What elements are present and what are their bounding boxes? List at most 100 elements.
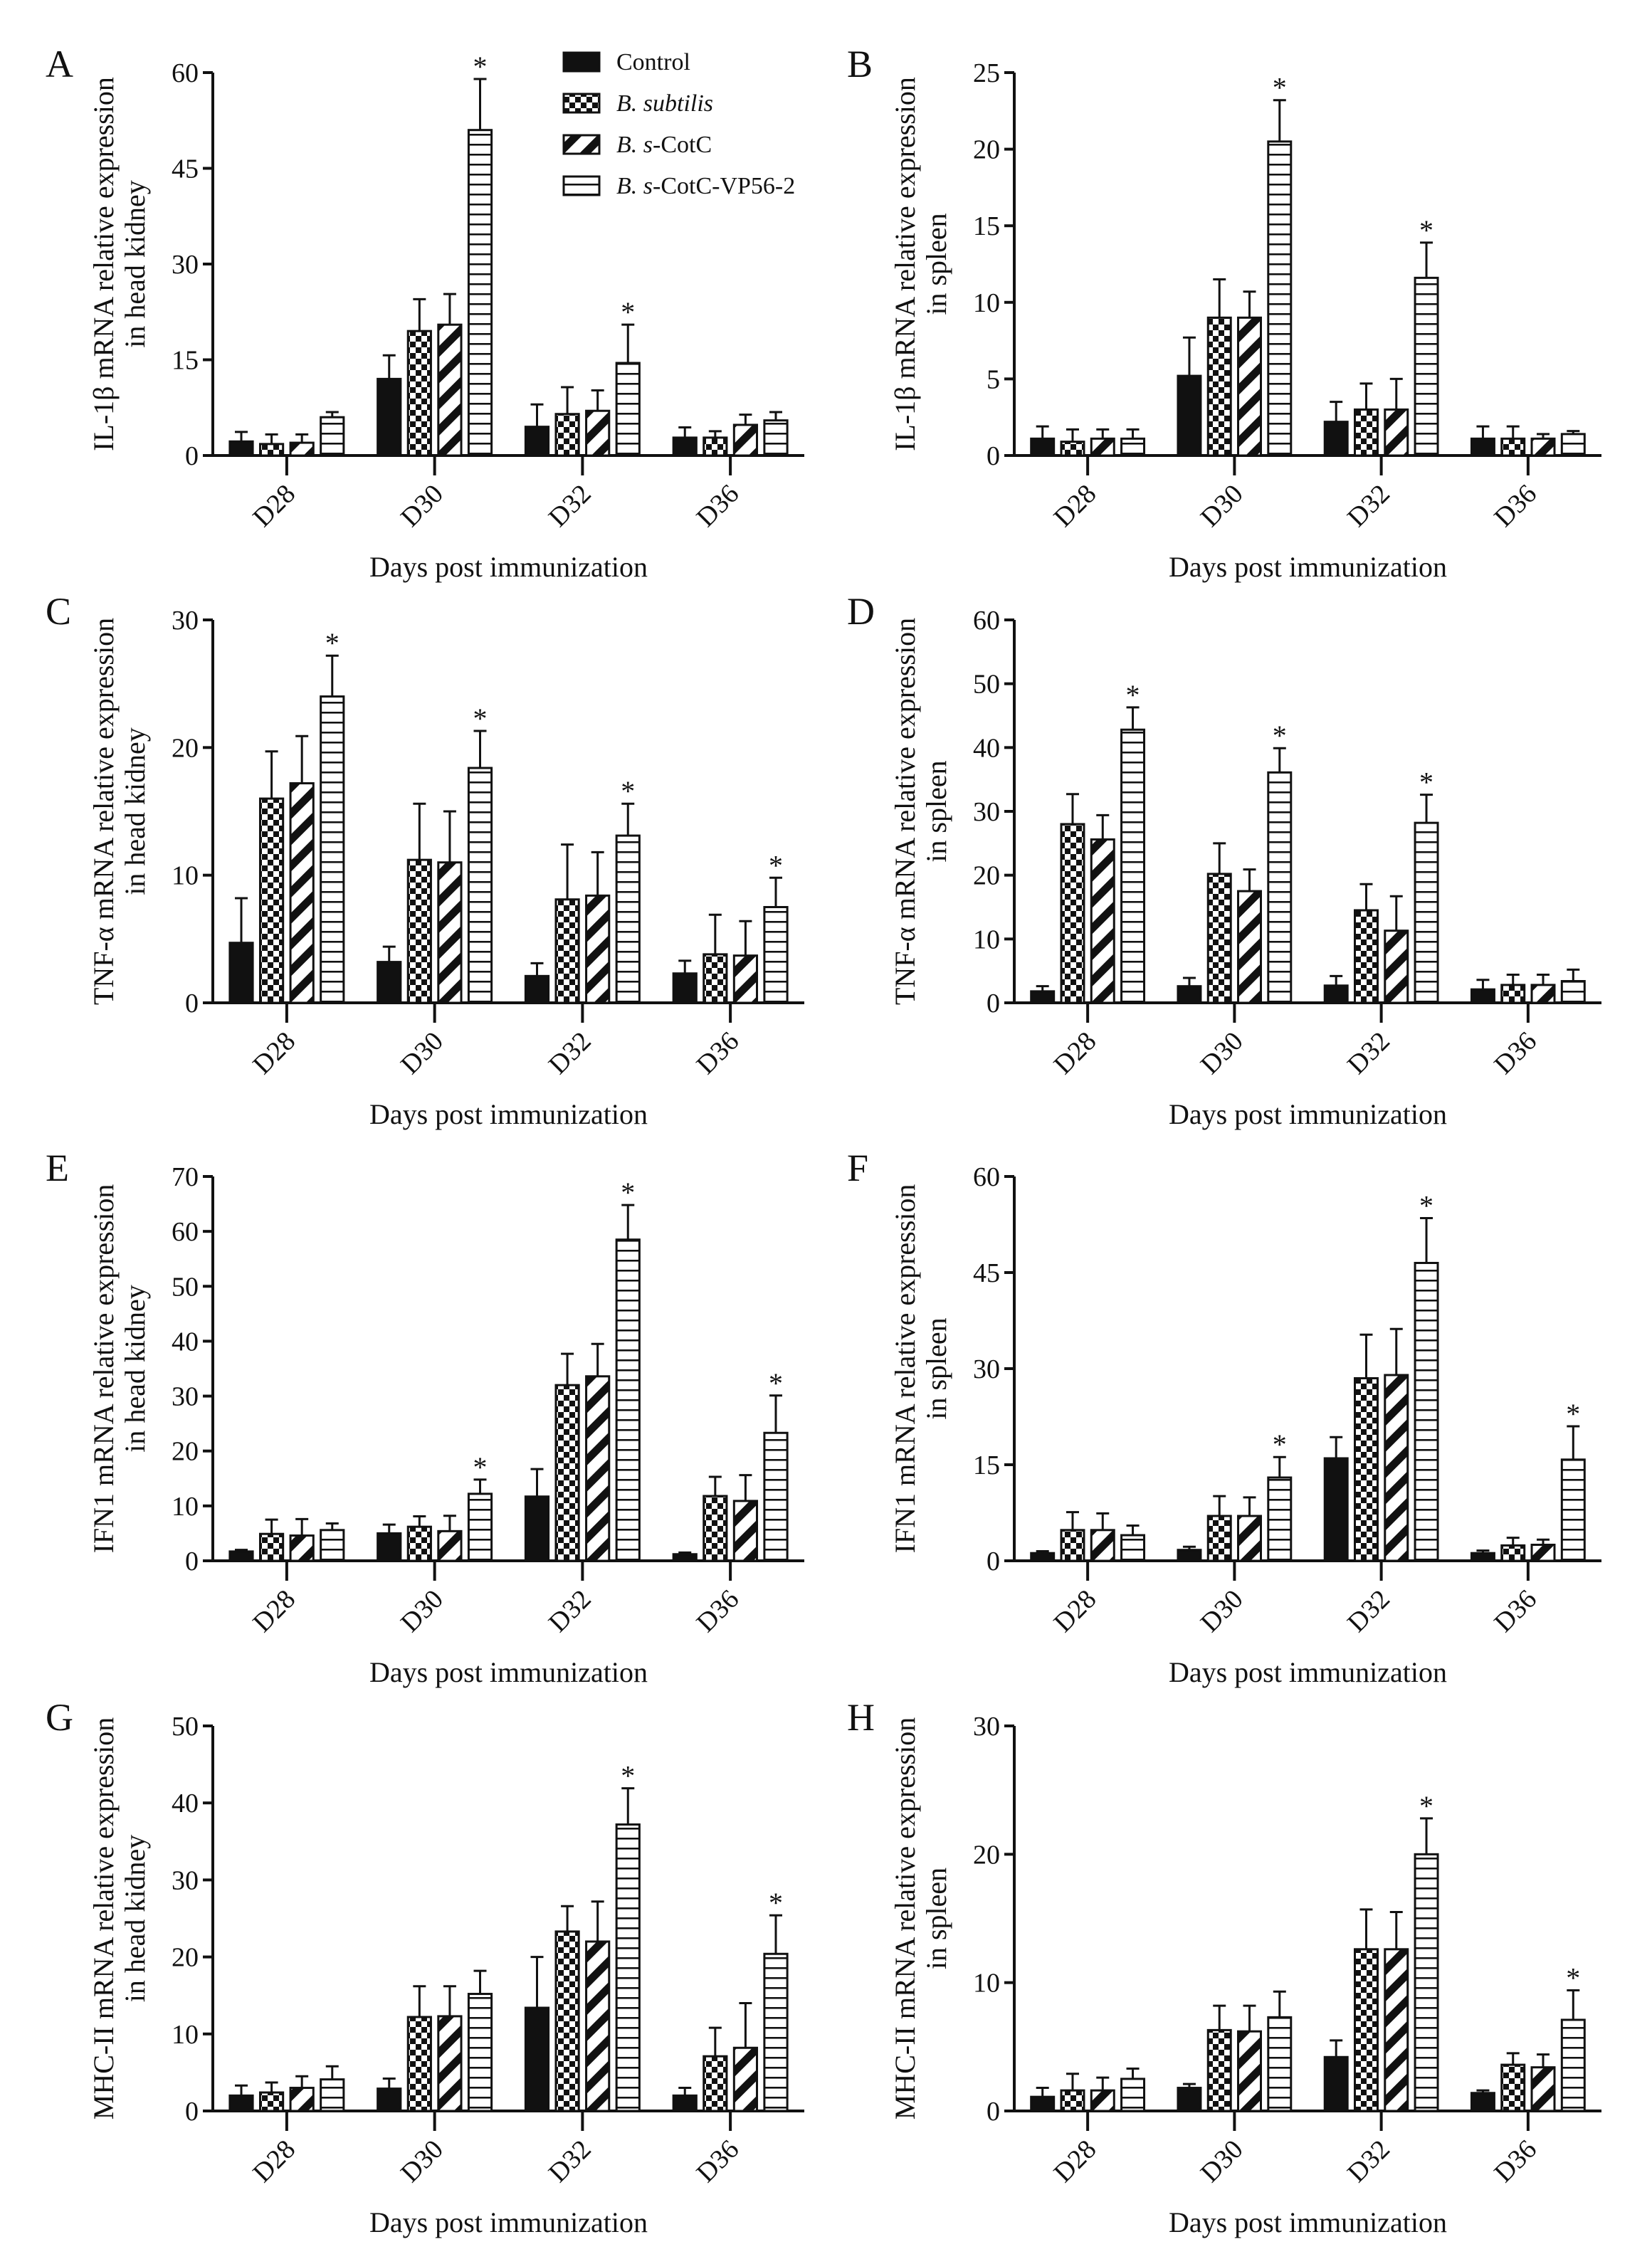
significance-star: *	[1126, 679, 1140, 711]
bar	[554, 1384, 580, 1562]
y-tick-label: 30	[172, 250, 199, 280]
panel-letter: D	[847, 590, 875, 633]
bar	[1237, 890, 1262, 1004]
y-tick-label: 10	[172, 861, 199, 891]
y-tick-label: 60	[172, 1217, 199, 1247]
bar	[1354, 1948, 1379, 2112]
bar	[406, 1525, 432, 1562]
bar	[554, 413, 580, 457]
bar	[289, 2087, 315, 2112]
bar	[437, 1529, 463, 1562]
bar	[1206, 1515, 1232, 1562]
bar	[615, 834, 641, 1004]
y-tick-label: 25	[973, 58, 1000, 88]
bar	[672, 2094, 698, 2112]
y-tick-label: 10	[973, 288, 1000, 318]
significance-star: *	[325, 627, 340, 659]
bar	[406, 330, 432, 457]
x-tick-label: D36	[691, 2134, 745, 2189]
legend-label-italic: B. s	[616, 173, 653, 199]
legend-swatch-diagonal	[562, 134, 601, 155]
bar	[732, 423, 759, 457]
x-axis-title: Days post immunization	[369, 551, 648, 583]
bar	[258, 2091, 285, 2112]
x-tick-label: D32	[543, 1026, 597, 1080]
panel-letter: A	[46, 43, 73, 85]
y-tick-label: 50	[973, 670, 1000, 700]
panel-f: F 0 15 30 45 60 IFN1 mRNA relative expression i…	[847, 1147, 1601, 1688]
bar	[1060, 1529, 1085, 1562]
bar	[228, 2094, 254, 2112]
y-tick-label: 30	[973, 1712, 1000, 1742]
legend-label-italic: B. s	[616, 132, 653, 158]
x-axis-title: Days post immunization	[369, 1656, 648, 1688]
bar	[1060, 441, 1085, 457]
y-tick-label: 15	[973, 211, 1000, 241]
bar	[377, 961, 402, 1004]
bar	[1560, 433, 1586, 457]
bar	[258, 1532, 285, 1562]
x-tick-label: D32	[543, 2134, 597, 2189]
bar	[437, 323, 463, 457]
bar	[1267, 771, 1293, 1004]
bar	[1560, 2018, 1586, 2112]
bar	[228, 440, 254, 457]
bar	[1384, 1374, 1409, 1562]
x-tick-label: D36	[1488, 1026, 1542, 1080]
bar	[1030, 990, 1056, 1004]
panel-h: H 0 10 20 30 MHC-II mRNA relative expression i…	[847, 1696, 1601, 2238]
x-tick-label: D36	[691, 1026, 745, 1080]
bar	[1384, 408, 1409, 457]
x-tick-label: D30	[395, 2134, 449, 2189]
significance-star: *	[1419, 214, 1433, 246]
bar	[585, 1940, 611, 2112]
panel-a: A 0 15 30 45 60 IL-1β mRNA relative expression…	[46, 43, 804, 583]
bar	[524, 974, 550, 1004]
y-axis-label: IL-1β mRNA relative expression	[889, 77, 921, 451]
bar	[406, 2016, 432, 2112]
bar	[1500, 984, 1526, 1004]
bar	[406, 858, 432, 1004]
y-tick-label: 15	[973, 1450, 1000, 1480]
y-axis-label: IFN1 mRNA relative expression	[889, 1184, 921, 1554]
bar	[1206, 316, 1232, 457]
x-axis-title: Days post immunization	[369, 2206, 648, 2238]
bar	[320, 695, 345, 1004]
x-tick-label: D28	[247, 1026, 301, 1080]
bar	[467, 1492, 493, 1562]
x-tick-label: D36	[691, 479, 745, 533]
y-tick-label: 0	[987, 989, 1000, 1018]
significance-star: *	[1273, 1428, 1287, 1460]
significance-star: *	[1273, 720, 1287, 752]
bar	[1470, 2092, 1495, 2112]
bar	[1500, 2063, 1526, 2112]
bar	[554, 1930, 580, 2112]
legend-label: B. s-CotC	[616, 132, 712, 158]
bar	[1323, 421, 1349, 457]
x-tick-label: D30	[1195, 479, 1249, 533]
y-tick-label: 45	[973, 1258, 1000, 1288]
bar	[703, 2055, 728, 2112]
y-tick-label: 20	[973, 135, 1000, 165]
bar	[585, 409, 611, 457]
bar	[732, 2046, 759, 2112]
y-tick-label: 20	[973, 861, 1000, 891]
bar	[1177, 985, 1202, 1004]
bar	[1060, 2089, 1085, 2112]
bar	[1354, 408, 1379, 457]
bar	[1030, 2095, 1056, 2112]
bar	[1237, 2030, 1262, 2112]
x-axis-title: Days post immunization	[1169, 551, 1447, 583]
significance-star: *	[1419, 767, 1433, 799]
significance-star: *	[621, 1760, 635, 1792]
bar	[289, 1534, 315, 1562]
y-axis-label: in head kidney	[119, 180, 151, 348]
bar	[377, 377, 402, 457]
x-tick-label: D36	[1488, 479, 1542, 533]
bar	[320, 1529, 345, 1562]
x-tick-label: D36	[1488, 1584, 1542, 1638]
x-tick-label: D32	[1342, 1026, 1396, 1080]
y-tick-label: 0	[185, 1547, 199, 1576]
panel-c: C 0 10 20 30 TNF-α mRNA relative expression in…	[46, 590, 804, 1130]
significance-star: *	[769, 1367, 783, 1399]
